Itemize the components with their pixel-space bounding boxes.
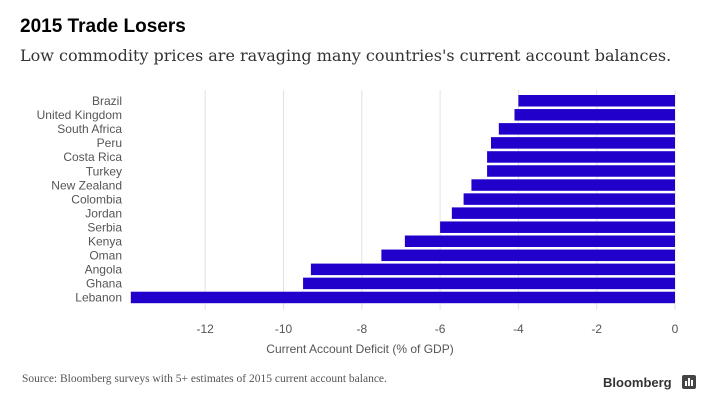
bar-turkey	[487, 165, 675, 177]
bar-jordan	[451, 207, 675, 219]
category-label: Lebanon	[75, 291, 122, 305]
category-label: South Africa	[57, 122, 122, 136]
bar-angola	[310, 263, 675, 276]
chart-title: 2015 Trade Losers	[20, 16, 186, 37]
x-tick-label: 0	[672, 322, 679, 336]
bar-united-kingdom	[514, 109, 675, 121]
bar-ghana	[303, 277, 675, 290]
chart-subtitle: Low commodity prices are ravaging many c…	[20, 46, 672, 65]
category-label: New Zealand	[51, 178, 122, 192]
category-label: United Kingdom	[37, 108, 122, 122]
category-label: Ghana	[86, 277, 122, 291]
category-label: Colombia	[71, 192, 122, 206]
x-tick-label: -8	[356, 322, 367, 336]
bloomberg-logo: Bloomberg	[603, 375, 672, 390]
category-label: Serbia	[87, 220, 122, 234]
source-note: Source: Bloomberg surveys with 5+ estima…	[22, 373, 387, 385]
x-tick-label: -10	[275, 322, 293, 336]
bar-south-africa	[498, 123, 675, 135]
category-label: Oman	[89, 249, 122, 263]
bar-kenya	[404, 235, 675, 247]
bar-oman	[381, 249, 675, 262]
category-label: Costa Rica	[63, 150, 122, 164]
category-label: Peru	[97, 136, 122, 150]
bar-serbia	[440, 221, 675, 233]
category-label: Turkey	[86, 164, 122, 178]
bar-lebanon	[130, 291, 675, 304]
category-label: Kenya	[88, 235, 122, 249]
bloomberg-chart-icon	[682, 375, 696, 389]
category-label: Brazil	[92, 94, 122, 108]
x-tick-label: -6	[435, 322, 446, 336]
bar-new-zealand	[471, 179, 675, 191]
x-tick-label: -2	[591, 322, 602, 336]
category-label: Angola	[85, 263, 123, 277]
bar-costa-rica	[487, 151, 675, 163]
bar-peru	[490, 137, 675, 149]
bar-colombia	[463, 193, 675, 205]
category-label: Jordan	[85, 206, 122, 220]
x-tick-label: -4	[513, 322, 524, 336]
bar-brazil	[518, 95, 675, 107]
x-axis-label: Current Account Deficit (% of GDP)	[266, 342, 453, 356]
x-tick-label: -12	[197, 322, 215, 336]
